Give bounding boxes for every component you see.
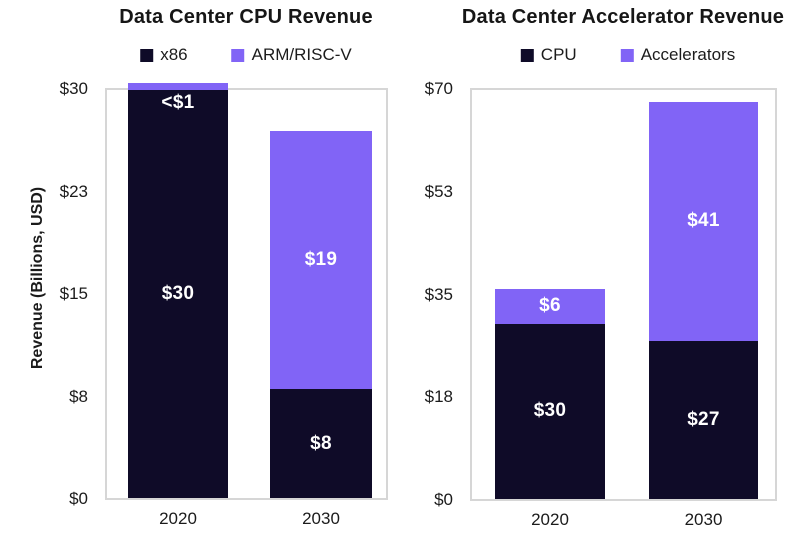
x-tick-label: 2030 <box>684 510 723 529</box>
y-tick-label: $30 <box>59 79 88 98</box>
bar-segment-cpu: $27 <box>649 341 758 499</box>
stacked-bar-2020: $30 <$1 <box>128 83 228 498</box>
y-tick-label: $0 <box>434 490 453 509</box>
bar-segment-label: $41 <box>687 210 720 232</box>
bar-segment-accelerators: $6 <box>495 288 605 324</box>
legend-swatch-icon <box>140 48 154 62</box>
legend-item: Accelerators <box>620 45 736 65</box>
bar-segment-label: <$1 <box>161 92 195 113</box>
legend-item: ARM/RISC-V <box>231 45 352 65</box>
bar-segment-label: $30 <box>533 400 567 422</box>
bar-segment-x86: $30 <box>128 90 228 498</box>
legend-label: ARM/RISC-V <box>251 45 352 64</box>
y-tick-label: $35 <box>424 284 453 304</box>
y-tick-label: $0 <box>69 489 88 508</box>
stacked-bar-2030: $8 $19 <box>270 130 372 498</box>
y-axis-label: Revenue (Billions, USD) <box>29 186 46 370</box>
bar-segment-x86: $8 <box>270 389 372 498</box>
chart-title: Data Center CPU Revenue <box>119 6 373 28</box>
x-tick-label: 2020 <box>531 510 569 529</box>
bar-segment-cpu: $30 <box>495 323 605 499</box>
stacked-bar-2030: $27 $41 <box>649 101 758 499</box>
y-tick-label: $18 <box>424 387 453 407</box>
bar-segment-accelerators: $41 <box>649 101 758 342</box>
stacked-bar-2020: $30 $6 <box>495 288 605 499</box>
x-tick-label: 2030 <box>302 509 340 528</box>
plot-area: $30 $6 $27 $41 <box>470 88 777 501</box>
y-tick-label: $23 <box>59 181 88 201</box>
legend-label: Accelerators <box>640 45 736 64</box>
legend-item: CPU <box>520 45 577 65</box>
legend-swatch-icon <box>520 48 534 62</box>
legend: CPU Accelerators <box>520 45 736 65</box>
legend-swatch-icon <box>620 48 634 62</box>
legend-label: x86 <box>160 45 188 64</box>
bar-segment-label: $27 <box>687 409 720 431</box>
legend-label: CPU <box>540 45 577 64</box>
bar-segment-label: $8 <box>310 432 332 454</box>
y-tick-label: $8 <box>69 386 88 406</box>
bar-segment-arm-risc-v: $19 <box>270 130 372 390</box>
bar-segment-arm-risc-v: <$1 <box>128 83 228 113</box>
y-tick-label: $15 <box>59 284 88 303</box>
plot-area: $30 <$1 $8 $19 <box>105 83 388 500</box>
legend: x86 ARM/RISC-V <box>140 45 352 65</box>
y-tick-label: $70 <box>424 79 453 98</box>
bar-segment-label: $19 <box>304 249 338 270</box>
legend-item: x86 <box>140 45 188 65</box>
chart-title: Data Center Accelerator Revenue <box>461 6 785 28</box>
legend-swatch-icon <box>231 48 245 62</box>
y-tick-label: $53 <box>424 181 453 201</box>
bar-segment-label: $30 <box>161 283 195 304</box>
bar-segment-label: $6 <box>539 295 561 317</box>
x-tick-label: 2020 <box>159 509 197 528</box>
